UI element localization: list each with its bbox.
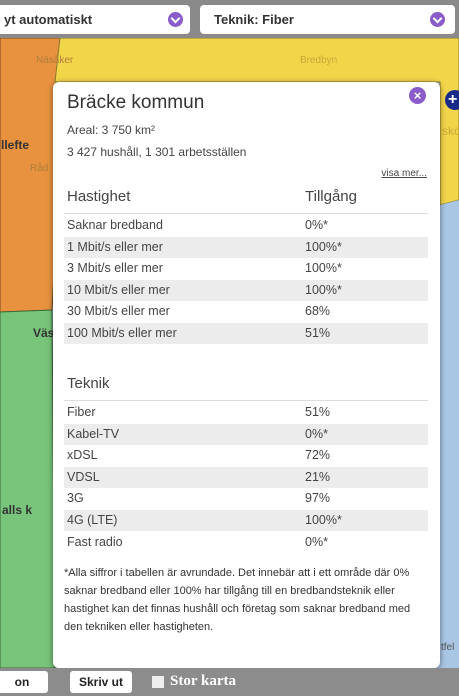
table-row: Fiber 51%	[64, 402, 428, 423]
row-value: 97%	[305, 491, 331, 506]
row-value: 100%*	[305, 261, 342, 276]
chevron	[168, 12, 183, 27]
select-text: yt automatiskt	[4, 12, 93, 27]
heading: Teknik	[67, 375, 110, 392]
table-row: 4G (LTE) 100%*	[64, 510, 428, 531]
header: Tillgång	[305, 188, 357, 205]
close-button[interactable]: ×	[409, 87, 426, 104]
table-row: Saknar bredband 0%*	[64, 215, 428, 236]
row-value: 51%	[305, 326, 331, 340]
select[interactable]: yt automatiskt	[0, 5, 190, 34]
row-label: Fast radio	[67, 534, 123, 549]
chevron	[430, 12, 445, 27]
map-label: Bredbyn	[300, 55, 338, 66]
row-label: Fiber	[67, 405, 96, 419]
row-value: 51%	[305, 405, 331, 419]
map-label: tfel	[441, 642, 455, 653]
row-value: 100%*	[305, 513, 342, 527]
footer: on Skriv ut Stor karta	[0, 668, 459, 696]
table-row: Fast radio 0%*	[64, 532, 428, 553]
row-value: 0%*	[305, 218, 328, 232]
row-value: 100%*	[305, 282, 342, 297]
map-label: Väs	[33, 326, 55, 340]
checkbox[interactable]	[152, 676, 164, 688]
more-link[interactable]: visa mer...	[381, 168, 427, 179]
map-label: llefte	[1, 138, 30, 152]
row-value: 100%*	[305, 239, 342, 254]
table-row: 3 Mbit/s eller mer 100%*	[64, 258, 428, 279]
divider	[64, 400, 428, 401]
popup-title: Bräcke kommun	[67, 92, 205, 113]
area: Areal: 3 750 km²	[67, 123, 156, 137]
popup: Bräcke kommun × Areal: 3 750 km² 3 427 h…	[53, 82, 440, 668]
map-label: Näsåker	[36, 55, 74, 66]
row-label: 3 Mbit/s eller mer	[67, 261, 163, 276]
counts: 3 427 hushåll, 1 301 arbetsställen	[67, 145, 247, 159]
table-row: xDSL 72%	[64, 445, 428, 466]
map-label: skö	[442, 124, 459, 138]
table-row: 100 Mbit/s eller mer 51%	[64, 323, 428, 344]
table-row: VDSL 21%	[64, 466, 428, 488]
row-label: 3G	[67, 491, 84, 506]
row-label: 10 Mbit/s eller mer	[67, 282, 170, 297]
table-row: 30 Mbit/s eller mer 68%	[64, 301, 428, 322]
zoom-in[interactable]: +	[445, 90, 459, 110]
row-label: xDSL	[67, 448, 98, 463]
row-label: Saknar bredband	[67, 218, 163, 232]
button[interactable]: on	[0, 671, 48, 693]
row-label: 4G (LTE)	[67, 513, 118, 527]
map-label: alls k	[2, 503, 33, 517]
select[interactable]: Teknik: Fiber	[200, 5, 455, 34]
header: Hastighet	[67, 188, 131, 205]
row-label: 100 Mbit/s eller mer	[67, 326, 177, 340]
row-label: 30 Mbit/s eller mer	[67, 304, 170, 319]
table-row: 1 Mbit/s eller mer 100%*	[64, 236, 428, 258]
row-label: VDSL	[67, 469, 100, 484]
print-button[interactable]: Skriv ut	[70, 671, 132, 693]
divider	[64, 213, 428, 214]
row-value: 68%	[305, 304, 331, 319]
big-map-label: Stor karta	[170, 673, 236, 689]
row-value: 72%	[305, 448, 331, 463]
row-value: 0%*	[305, 426, 328, 441]
row-value: 21%	[305, 469, 331, 484]
row-value: 0%*	[305, 534, 328, 549]
table-row: Kabel-TV 0%*	[64, 423, 428, 445]
map-label: Råd	[30, 163, 49, 174]
row-label: Kabel-TV	[67, 426, 120, 441]
table-row: 3G 97%	[64, 488, 428, 509]
footnote: *Alla siffror i tabellen är avrundade. D…	[64, 567, 411, 633]
select-text: Teknik: Fiber	[214, 12, 294, 27]
table-row: 10 Mbit/s eller mer 100%*	[64, 279, 428, 301]
row-label: 1 Mbit/s eller mer	[67, 239, 163, 254]
